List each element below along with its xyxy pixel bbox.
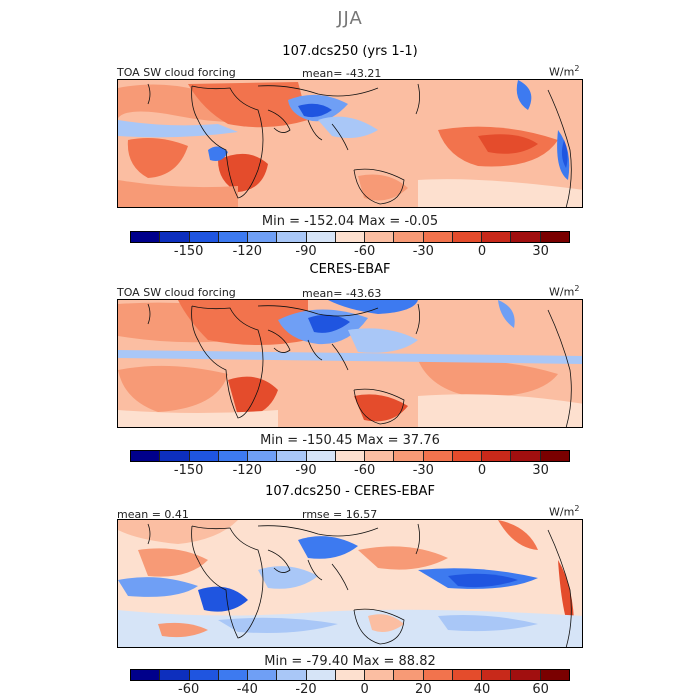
panel-1-map	[117, 79, 583, 208]
colorbar-swatch	[218, 670, 249, 680]
panel-2-variable-label: TOA SW cloud forcing	[117, 286, 236, 299]
colorbar-swatch	[482, 670, 512, 680]
colorbar-swatch	[277, 451, 307, 461]
colorbar-swatch	[131, 232, 161, 242]
panel-1-colorbar	[130, 231, 570, 243]
panel-3-map-field	[118, 520, 582, 647]
colorbar-tick-label: 60	[532, 682, 549, 697]
colorbar-tick-label: -150	[173, 463, 204, 478]
colorbar-swatch	[452, 670, 483, 680]
colorbar-swatch	[131, 670, 161, 680]
colorbar-tick-label: -120	[232, 244, 263, 259]
colorbar-swatch	[365, 670, 395, 680]
colorbar-swatch	[131, 451, 161, 461]
panel-1-mean-label: mean= -43.21	[302, 67, 382, 80]
colorbar-tick-label: 0	[360, 682, 369, 697]
panel-2-title: CERES-EBAF	[309, 262, 391, 277]
colorbar-swatch	[511, 670, 541, 680]
colorbar-swatch	[189, 670, 219, 680]
colorbar-tick-label: -60	[354, 463, 376, 478]
colorbar-swatch	[423, 232, 453, 242]
colorbar-swatch	[394, 451, 424, 461]
colorbar-swatch	[452, 232, 483, 242]
colorbar-tick-label: -60	[178, 682, 200, 697]
colorbar-swatch	[365, 451, 395, 461]
colorbar-swatch	[365, 232, 395, 242]
colorbar-swatch	[394, 232, 424, 242]
colorbar-swatch	[511, 232, 541, 242]
panel-3-units: W/m2	[549, 504, 580, 519]
colorbar-tick-label: -20	[295, 682, 317, 697]
colorbar-swatch	[452, 451, 483, 461]
colorbar-swatch	[511, 451, 541, 461]
colorbar-tick-label: -120	[232, 463, 263, 478]
colorbar-swatch	[248, 232, 278, 242]
panel-2-map	[117, 299, 583, 428]
colorbar-swatch	[218, 232, 249, 242]
panel-3-map	[117, 519, 583, 648]
colorbar-swatch	[306, 451, 336, 461]
colorbar-swatch	[335, 232, 366, 242]
colorbar-swatch	[218, 451, 249, 461]
colorbar-swatch	[277, 670, 307, 680]
panel-3-minmax: Min = -79.40 Max = 88.82	[264, 654, 436, 669]
colorbar-swatch	[540, 451, 569, 461]
colorbar-swatch	[540, 232, 569, 242]
colorbar-swatch	[335, 451, 366, 461]
colorbar-swatch	[189, 232, 219, 242]
colorbar-swatch	[160, 670, 190, 680]
panel-3-mean-label: mean = 0.41	[117, 508, 189, 521]
panel-1-units: W/m2	[549, 64, 580, 79]
colorbar-tick-label: -30	[412, 244, 434, 259]
colorbar-tick-label: -30	[412, 463, 434, 478]
panel-2-units: W/m2	[549, 284, 580, 299]
season-title: JJA	[337, 8, 363, 29]
colorbar-swatch	[540, 670, 569, 680]
colorbar-tick-label: 40	[473, 682, 491, 697]
panel-2-colorbar	[130, 450, 570, 462]
colorbar-swatch	[423, 670, 453, 680]
colorbar-swatch	[189, 451, 219, 461]
panel-3-colorbar	[130, 669, 570, 681]
colorbar-swatch	[277, 232, 307, 242]
panel-2-colorbar-ticks: -150 -120 -90 -60 -30 0 30	[0, 463, 700, 479]
colorbar-tick-label: 20	[415, 682, 432, 697]
colorbar-swatch	[248, 451, 278, 461]
colorbar-swatch	[306, 670, 336, 680]
panel-1-colorbar-ticks: -150 -120 -90 -60 -30 0 30	[0, 244, 700, 260]
colorbar-swatch	[160, 232, 190, 242]
colorbar-swatch	[160, 451, 190, 461]
panel-3-colorbar-ticks: -60 -40 -20 0 20 40 60	[0, 682, 700, 698]
colorbar-tick-label: 0	[477, 244, 487, 259]
colorbar-tick-label: -90	[295, 244, 317, 259]
panel-2-map-field	[118, 300, 582, 427]
colorbar-swatch	[335, 670, 366, 680]
colorbar-tick-label: -150	[173, 244, 204, 259]
colorbar-swatch	[248, 670, 278, 680]
panel-1-map-field	[118, 80, 582, 207]
panel-2-mean-label: mean= -43.63	[302, 287, 382, 300]
colorbar-swatch	[423, 451, 453, 461]
colorbar-swatch	[482, 232, 512, 242]
panel-1-variable-label: TOA SW cloud forcing	[117, 66, 236, 79]
colorbar-swatch	[306, 232, 336, 242]
colorbar-swatch	[394, 670, 424, 680]
colorbar-tick-label: 30	[532, 463, 549, 478]
colorbar-tick-label: -40	[236, 682, 258, 697]
panel-2-minmax: Min = -150.45 Max = 37.76	[260, 433, 440, 448]
panel-3-title: 107.dcs250 - CERES-EBAF	[265, 484, 435, 499]
panel-1-minmax: Min = -152.04 Max = -0.05	[261, 214, 439, 229]
colorbar-tick-label: -90	[295, 463, 317, 478]
colorbar-tick-label: -60	[354, 244, 376, 259]
colorbar-swatch	[482, 451, 512, 461]
colorbar-tick-label: 30	[532, 244, 549, 259]
panel-1-title: 107.dcs250 (yrs 1-1)	[282, 44, 418, 59]
colorbar-tick-label: 0	[477, 463, 487, 478]
panel-3-rmse-label: rmse = 16.57	[302, 508, 378, 521]
